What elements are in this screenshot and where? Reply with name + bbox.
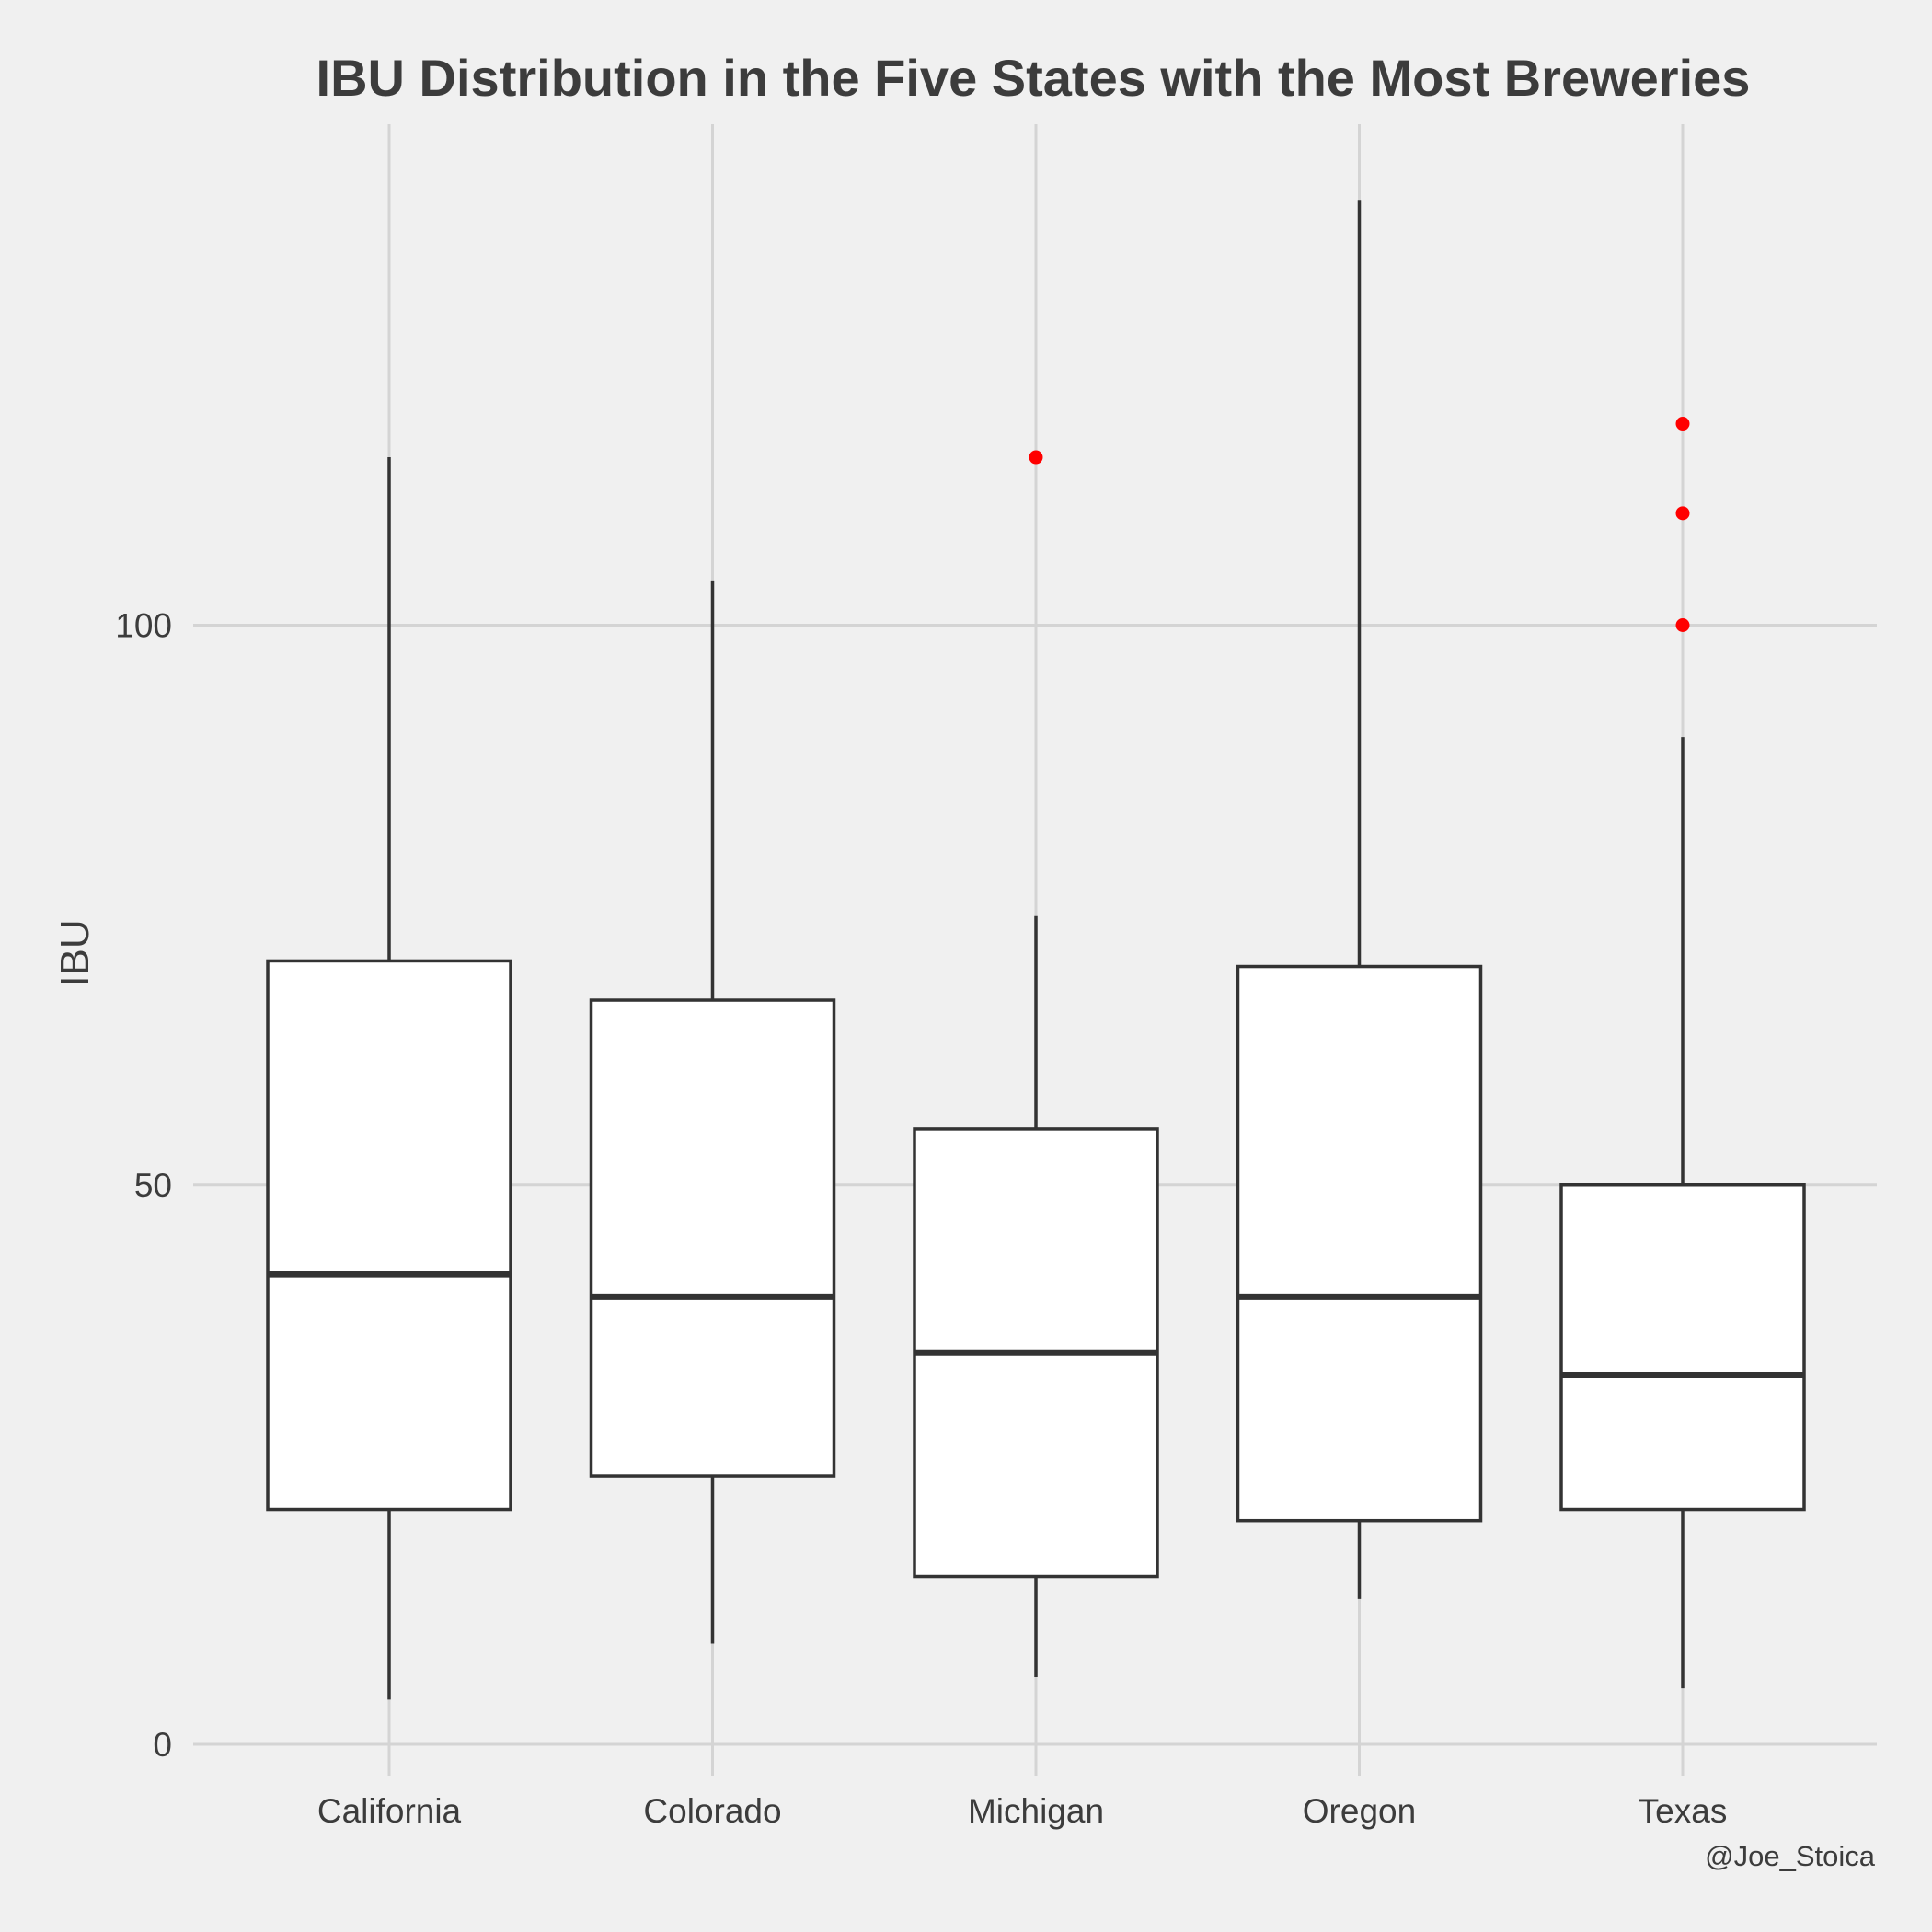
outlier-point: [1029, 450, 1043, 465]
box-layer: [266, 200, 1806, 1700]
iqr-box: [1559, 1183, 1806, 1512]
y-tick-label: 0: [153, 1726, 172, 1764]
y-tick-label: 50: [134, 1167, 172, 1204]
box-group-colorado: [589, 580, 836, 1644]
chart-title: IBU Distribution in the Five States with…: [316, 49, 1751, 107]
outlier-point: [1675, 417, 1690, 431]
box-group-oregon: [1236, 200, 1483, 1599]
iqr-box: [266, 959, 512, 1512]
tick-layer: 0 50 100 California Colorado Michigan Oregon Te…: [115, 607, 1727, 1831]
x-tick-label: Texas: [1639, 1792, 1728, 1830]
chart-caption: @Joe_Stoica: [1705, 1840, 1876, 1872]
x-tick-label: Oregon: [1303, 1792, 1416, 1830]
y-tick-label: 100: [115, 607, 172, 645]
outlier-point: [1675, 506, 1690, 521]
iqr-box: [1236, 964, 1483, 1523]
y-axis-label: IBU: [52, 919, 98, 986]
box-group-california: [266, 457, 512, 1700]
box-group-texas: [1559, 417, 1806, 1689]
box-group-michigan: [913, 450, 1159, 1678]
x-tick-label: Colorado: [643, 1792, 781, 1830]
iqr-box: [589, 998, 836, 1478]
x-tick-label: Michigan: [968, 1792, 1104, 1830]
x-tick-label: California: [317, 1792, 462, 1830]
outlier-point: [1675, 618, 1690, 632]
